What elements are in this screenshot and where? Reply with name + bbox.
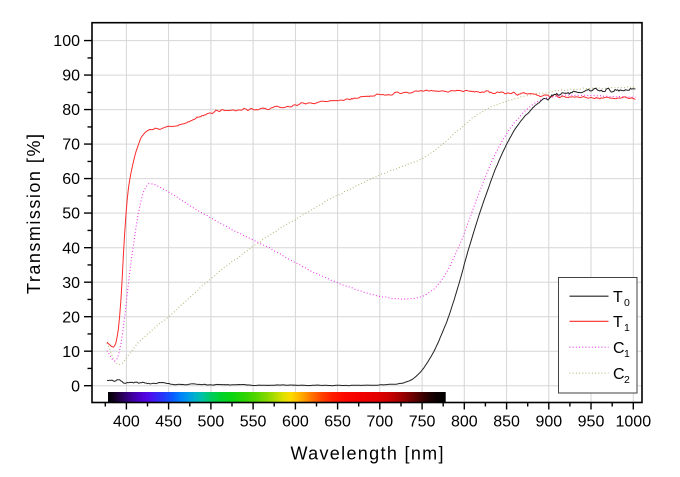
svg-text:80: 80 [62, 102, 80, 119]
svg-text:1: 1 [624, 322, 630, 334]
svg-text:2: 2 [624, 374, 630, 386]
svg-text:650: 650 [324, 414, 351, 431]
svg-text:30: 30 [62, 275, 80, 292]
svg-text:90: 90 [62, 68, 80, 85]
svg-text:1000: 1000 [616, 414, 652, 431]
svg-text:450: 450 [155, 414, 182, 431]
svg-text:60: 60 [62, 171, 80, 188]
svg-text:750: 750 [409, 414, 436, 431]
svg-text:C: C [613, 340, 625, 357]
svg-text:500: 500 [198, 414, 225, 431]
svg-text:20: 20 [62, 309, 80, 326]
svg-text:T: T [613, 314, 623, 331]
svg-text:850: 850 [493, 414, 520, 431]
svg-text:700: 700 [366, 414, 393, 431]
svg-text:70: 70 [62, 137, 80, 154]
svg-text:10: 10 [62, 344, 80, 361]
svg-text:950: 950 [578, 414, 605, 431]
svg-text:0: 0 [624, 297, 630, 309]
svg-text:1: 1 [624, 348, 630, 360]
svg-text:50: 50 [62, 206, 80, 223]
svg-text:Transmission [%]: Transmission [%] [24, 134, 44, 294]
svg-text:0: 0 [71, 378, 80, 395]
svg-text:100: 100 [53, 33, 80, 50]
svg-text:600: 600 [282, 414, 309, 431]
svg-text:Wavelength [nm]: Wavelength [nm] [291, 444, 444, 464]
svg-text:400: 400 [113, 414, 140, 431]
svg-text:40: 40 [62, 240, 80, 257]
svg-text:C: C [613, 366, 625, 383]
svg-text:550: 550 [240, 414, 267, 431]
svg-text:T: T [613, 289, 623, 306]
svg-text:800: 800 [451, 414, 478, 431]
svg-text:900: 900 [535, 414, 562, 431]
